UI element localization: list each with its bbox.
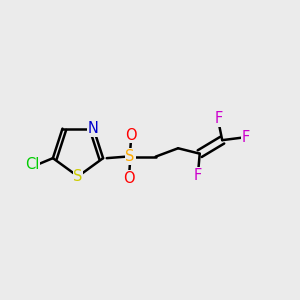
Text: F: F <box>214 111 223 126</box>
Text: Cl: Cl <box>25 157 39 172</box>
Text: O: O <box>125 128 137 142</box>
Text: N: N <box>88 121 99 136</box>
Text: S: S <box>73 169 83 184</box>
Text: F: F <box>242 130 250 145</box>
Text: S: S <box>125 149 135 164</box>
Text: O: O <box>123 171 135 186</box>
Text: F: F <box>194 168 202 183</box>
